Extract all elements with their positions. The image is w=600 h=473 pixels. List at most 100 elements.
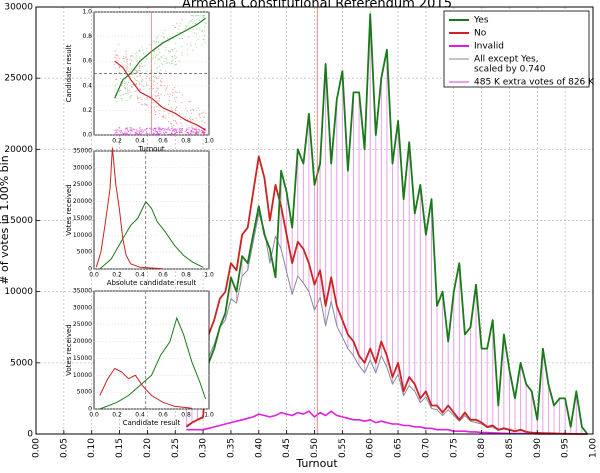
inset-scatter-yes [139,83,141,85]
inset-scatter-yes [192,18,194,21]
inset-scatter-yes [118,91,120,93]
inset-scatter-invalid [152,133,154,135]
inset-scatter-yes [161,56,163,59]
inset-scatter-yes [122,71,124,73]
inset-scatter-yes [184,28,186,30]
inset-scatter-yes [166,62,168,64]
inset-scatter-invalid [134,132,136,134]
y-axis-title: # of votes in 1.00% bin [0,155,11,284]
inset-scatter-invalid [163,132,165,134]
inset-scatter-yes [201,31,203,33]
y-tick-label: 25000 [4,74,33,84]
inset-scatter-yes [125,82,127,84]
inset-x-label: Absolute candidate result [107,279,197,287]
inset-scatter-yes [135,69,137,71]
inset-scatter-invalid [119,130,121,132]
inset-scatter-invalid [184,130,186,132]
inset-scatter-no [162,116,164,119]
inset-scatter-invalid [203,134,205,136]
inset-scatter-yes [203,30,205,32]
x-tick-label: 0.90 [533,438,543,458]
inset-scatter-yes [120,95,122,97]
x-tick-label: 0.35 [226,438,236,458]
inset-scatter-yes [163,36,165,38]
x-tick-label: 0.20 [143,438,153,458]
legend-box [443,10,590,88]
y-axis-ticks: 0 5000 10000 15000 20000 25000 30000 [4,3,40,440]
inset-frame [93,290,210,410]
inset-panel-3: 0 5000 10000 15000 20000 25000 30000 35000 0.0 0.… [65,288,214,428]
inset-scatter-no [188,101,190,103]
inset-x-label: Candidate result [123,419,181,427]
inset-scatter-invalid [124,131,126,133]
inset-scatter-invalid [170,133,172,135]
inset-scatter-yes [153,40,155,42]
inset-scatter-invalid [133,129,136,131]
inset-scatter-yes [173,55,176,57]
inset-scatter-yes [154,63,156,65]
inset-x-label: Turnout [137,145,165,153]
inset-scatter-yes [192,49,194,52]
inset-scatter-yes [181,52,183,54]
inset-scatter-yes [141,84,143,86]
inset-scatter-no [126,67,128,69]
inset-scatter-no [161,81,163,83]
inset-scatter-yes [191,15,193,17]
inset-scatter-invalid [158,130,160,132]
inset-scatter-no [185,108,187,110]
inset-scatter-yes [129,98,131,100]
inset-scatter-invalid [152,132,154,134]
inset-scatter-no [118,57,120,59]
inset-scatter-yes [195,28,198,30]
x-axis-title: Turnout [295,457,338,470]
inset-scatter-yes [148,43,151,46]
inset-scatter-yes [152,80,154,82]
inset-scatter-no [168,103,170,105]
inset-scatter-no [153,109,155,111]
inset-scatter-invalid [139,130,141,132]
inset-scatter-no [146,104,148,106]
inset-scatter-yes [155,41,157,43]
inset-scatter-no [146,76,148,78]
inset-scatter-yes [153,77,155,79]
inset-scatter-invalid [155,127,157,129]
inset-scatter-no [168,121,170,123]
inset-scatter-invalid [174,133,176,135]
inset-scatter-yes [145,81,147,83]
inset-scatter-invalid [189,133,191,135]
inset-scatter-no [164,115,166,117]
x-tick-label: 0.75 [449,438,459,458]
inset-scatter-yes [174,61,176,63]
inset-scatter-invalid [159,127,161,129]
inset-scatter-yes [195,22,197,24]
inset-scatter-yes [153,51,156,53]
inset-scatter-yes [195,43,197,45]
inset-scatter-invalid [154,130,156,132]
inset-scatter-yes [121,97,123,100]
inset-scatter-no [162,115,164,118]
inset-scatter-yes [144,65,146,67]
inset-scatter-no [160,80,162,82]
inset-scatter-no [195,131,197,134]
inset-scatter-no [172,92,174,94]
inset-scatter-yes [186,54,189,56]
inset-scatter-invalid [135,134,137,136]
inset-scatter-yes [181,54,183,56]
inset-scatter-yes [204,15,206,17]
inset-scatter-invalid [165,131,167,133]
inset-scatter-yes [125,88,127,90]
inset-scatter-invalid [129,134,131,136]
inset-scatter-no [172,115,174,117]
inset-scatter-no [195,130,198,132]
inset-scatter-yes [156,54,158,56]
inset-scatter-no [114,56,116,59]
inset-scatter-invalid [145,133,147,135]
inset-scatter-no [203,131,205,133]
inset-scatter-yes [156,66,159,68]
inset-scatter-yes [175,56,178,58]
inset-scatter-invalid [148,127,151,129]
inset-scatter-yes [162,32,164,34]
inset-scatter-no [190,109,192,111]
inset-scatter-invalid [146,132,148,134]
